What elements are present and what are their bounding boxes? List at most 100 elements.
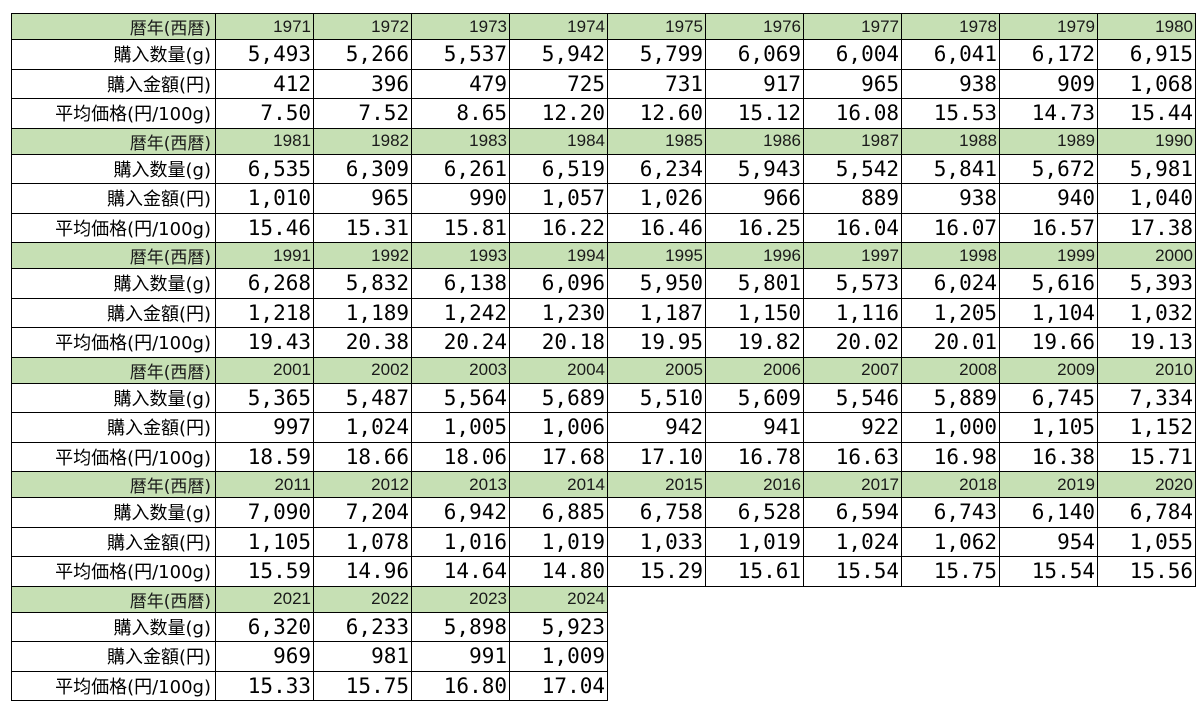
- price-cell[interactable]: 18.59: [215, 441, 314, 472]
- quantity-cell[interactable]: 5,950: [607, 268, 706, 299]
- amount-cell[interactable]: 725: [509, 68, 608, 99]
- quantity-cell[interactable]: 7,334: [1097, 382, 1196, 413]
- year-cell[interactable]: 2002: [313, 356, 412, 384]
- quantity-cell[interactable]: 5,943: [705, 153, 804, 184]
- price-cell[interactable]: 15.71: [1097, 441, 1196, 472]
- quantity-cell[interactable]: 7,204: [313, 497, 412, 528]
- year-cell[interactable]: 2010: [1097, 356, 1196, 384]
- amount-cell[interactable]: 922: [803, 412, 902, 443]
- amount-cell[interactable]: 938: [901, 68, 1000, 99]
- quantity-cell[interactable]: 6,004: [803, 39, 902, 70]
- price-cell[interactable]: 16.04: [803, 212, 902, 243]
- quantity-label[interactable]: 購入数量(g): [11, 39, 216, 70]
- amount-cell[interactable]: 1,218: [215, 297, 314, 328]
- quantity-cell[interactable]: 6,234: [607, 153, 706, 184]
- price-label[interactable]: 平均価格(円/100g): [11, 98, 216, 129]
- quantity-cell[interactable]: 6,528: [705, 497, 804, 528]
- price-cell[interactable]: 17.38: [1097, 212, 1196, 243]
- quantity-cell[interactable]: 6,519: [509, 153, 608, 184]
- year-cell[interactable]: 1985: [607, 127, 706, 155]
- quantity-cell[interactable]: 5,487: [313, 382, 412, 413]
- year-cell[interactable]: 1994: [509, 242, 608, 269]
- price-cell[interactable]: 15.75: [901, 556, 1000, 587]
- amount-cell[interactable]: 1,104: [999, 297, 1098, 328]
- quantity-cell[interactable]: 5,266: [313, 39, 412, 70]
- amount-cell[interactable]: 969: [215, 641, 314, 672]
- amount-label[interactable]: 購入金額(円): [11, 183, 216, 214]
- amount-cell[interactable]: 997: [215, 412, 314, 443]
- quantity-cell[interactable]: 5,393: [1097, 268, 1196, 299]
- price-cell[interactable]: 17.68: [509, 441, 608, 472]
- quantity-cell[interactable]: 6,535: [215, 153, 314, 184]
- amount-label[interactable]: 購入金額(円): [11, 641, 216, 672]
- year-cell[interactable]: 1986: [705, 127, 804, 155]
- quantity-cell[interactable]: 5,365: [215, 382, 314, 413]
- year-cell[interactable]: 2012: [313, 471, 412, 498]
- amount-cell[interactable]: 1,068: [1097, 68, 1196, 99]
- price-cell[interactable]: 15.81: [411, 212, 510, 243]
- quantity-cell[interactable]: 5,609: [705, 382, 804, 413]
- year-cell[interactable]: 1998: [901, 242, 1000, 269]
- amount-cell[interactable]: 990: [411, 183, 510, 214]
- year-cell[interactable]: 1990: [1097, 127, 1196, 155]
- amount-cell[interactable]: 938: [901, 183, 1000, 214]
- amount-cell[interactable]: 1,230: [509, 297, 608, 328]
- year-cell[interactable]: 1982: [313, 127, 412, 155]
- empty-cell[interactable]: [705, 586, 804, 612]
- quantity-cell[interactable]: 5,898: [411, 611, 510, 642]
- price-cell[interactable]: 8.65: [411, 98, 510, 129]
- quantity-cell[interactable]: 6,138: [411, 268, 510, 299]
- year-cell[interactable]: 2016: [705, 471, 804, 498]
- year-cell[interactable]: 1991: [215, 242, 314, 269]
- empty-cell[interactable]: [999, 671, 1098, 701]
- year-cell[interactable]: 1975: [607, 13, 706, 40]
- amount-cell[interactable]: 396: [313, 68, 412, 99]
- price-cell[interactable]: 15.56: [1097, 556, 1196, 587]
- price-cell[interactable]: 12.20: [509, 98, 608, 129]
- quantity-cell[interactable]: 6,233: [313, 611, 412, 642]
- year-cell[interactable]: 2014: [509, 471, 608, 498]
- empty-cell[interactable]: [1097, 612, 1196, 642]
- amount-cell[interactable]: 1,187: [607, 297, 706, 328]
- price-cell[interactable]: 17.10: [607, 441, 706, 472]
- empty-cell[interactable]: [901, 612, 1000, 642]
- empty-cell[interactable]: [705, 671, 804, 701]
- empty-cell[interactable]: [607, 586, 706, 612]
- price-label[interactable]: 平均価格(円/100g): [11, 327, 216, 358]
- empty-cell[interactable]: [999, 612, 1098, 642]
- year-cell[interactable]: 2003: [411, 356, 510, 384]
- quantity-cell[interactable]: 5,546: [803, 382, 902, 413]
- amount-cell[interactable]: 954: [999, 526, 1098, 557]
- quantity-cell[interactable]: 5,672: [999, 153, 1098, 184]
- price-cell[interactable]: 16.80: [411, 670, 510, 701]
- year-cell[interactable]: 2004: [509, 356, 608, 384]
- amount-cell[interactable]: 1,032: [1097, 297, 1196, 328]
- quantity-cell[interactable]: 6,069: [705, 39, 804, 70]
- empty-cell[interactable]: [803, 612, 902, 642]
- price-cell[interactable]: 16.63: [803, 441, 902, 472]
- price-cell[interactable]: 16.98: [901, 441, 1000, 472]
- year-cell[interactable]: 1999: [999, 242, 1098, 269]
- year-cell[interactable]: 1977: [803, 13, 902, 40]
- quantity-cell[interactable]: 5,564: [411, 382, 510, 413]
- year-cell[interactable]: 1981: [215, 127, 314, 155]
- year-cell[interactable]: 1980: [1097, 13, 1196, 40]
- price-cell[interactable]: 12.60: [607, 98, 706, 129]
- quantity-cell[interactable]: 5,889: [901, 382, 1000, 413]
- amount-cell[interactable]: 731: [607, 68, 706, 99]
- empty-cell[interactable]: [705, 612, 804, 642]
- year-cell[interactable]: 1989: [999, 127, 1098, 155]
- price-cell[interactable]: 7.52: [313, 98, 412, 129]
- quantity-cell[interactable]: 6,745: [999, 382, 1098, 413]
- year-cell[interactable]: 1996: [705, 242, 804, 269]
- quantity-cell[interactable]: 6,268: [215, 268, 314, 299]
- amount-cell[interactable]: 1,005: [411, 412, 510, 443]
- amount-cell[interactable]: 1,000: [901, 412, 1000, 443]
- year-cell[interactable]: 2021: [215, 585, 314, 613]
- price-cell[interactable]: 20.18: [509, 327, 608, 358]
- price-cell[interactable]: 15.29: [607, 556, 706, 587]
- amount-cell[interactable]: 1,006: [509, 412, 608, 443]
- price-cell[interactable]: 15.54: [999, 556, 1098, 587]
- price-label[interactable]: 平均価格(円/100g): [11, 670, 216, 701]
- year-cell[interactable]: 2006: [705, 356, 804, 384]
